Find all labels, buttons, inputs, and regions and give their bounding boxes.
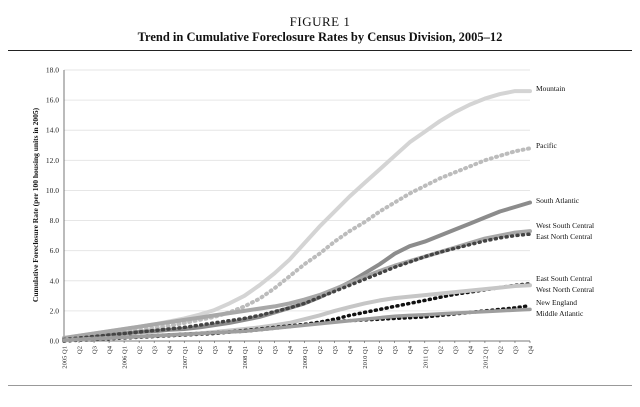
x-tick-label: 2009 Q1 (302, 346, 309, 369)
y-tick-label: 8.0 (50, 216, 60, 225)
x-tick-label: Q4 (347, 345, 354, 354)
series-labels: Mountain Pacific South Atlantic West South … (536, 84, 594, 318)
axes (63, 70, 530, 342)
x-tick-label: Q2 (77, 346, 84, 354)
x-tick-label: Q2 (377, 346, 384, 354)
x-tick-label: 2007 Q1 (182, 346, 189, 369)
x-tick-label: Q4 (107, 345, 114, 354)
series-line-middle-atlantic (62, 307, 532, 342)
x-tick-label: Q3 (272, 346, 279, 354)
x-tick-label: Q3 (92, 346, 99, 354)
x-tick-label: Q3 (512, 346, 519, 354)
x-tick-label: Q3 (212, 346, 219, 354)
x-tick-label: Q2 (137, 346, 144, 354)
y-tick-label: 16.0 (46, 96, 59, 105)
x-tick-label: Q2 (437, 346, 444, 354)
series-label-middle-atlantic: Middle Atlantic (536, 309, 584, 318)
series-label-east-north-central: East North Central (536, 232, 592, 241)
x-tick-label: Q4 (407, 345, 414, 354)
y-tick-label: 10.0 (46, 186, 59, 195)
y-tick-label: 6.0 (50, 246, 60, 255)
y-axis-label: Cumulative Foreclosure Rate (per 100 hou… (31, 107, 40, 302)
y-tick-label: 14.0 (46, 126, 59, 135)
x-tick-label: Q4 (467, 345, 474, 354)
x-tick-label: Q3 (452, 346, 459, 354)
series-label-mountain: Mountain (536, 84, 565, 93)
series-label-pacific: Pacific (536, 141, 557, 150)
series-label-east-south-central: East South Central (536, 274, 592, 283)
bottom-rule (8, 385, 632, 386)
y-tick-label: 0.0 (50, 337, 60, 346)
y-tick-label: 2.0 (50, 306, 60, 315)
series-label-new-england: New England (536, 298, 577, 307)
y-tick-label: 18.0 (46, 66, 59, 75)
x-tick-label: Q2 (317, 346, 324, 354)
x-tick-label: Q4 (167, 345, 174, 354)
series-label-west-south-central: West South Central (536, 221, 594, 230)
x-tick-label: Q3 (152, 346, 159, 354)
x-tick-label: Q4 (528, 345, 535, 354)
x-tick-label: 2006 Q1 (122, 346, 129, 369)
chart-title: Trend in Cumulative Foreclosure Rates by… (137, 30, 503, 44)
series-label-west-north-central: West North Central (536, 285, 594, 294)
x-tick-labels: 2005 Q1 Q2 Q3 Q4 2006 Q1 Q2 Q3 Q4 2007 Q1 Q2 Q3 Q4 2… (62, 341, 535, 369)
x-tick-label: Q3 (332, 346, 339, 354)
series-lines (62, 89, 532, 343)
x-tick-label: Q2 (257, 346, 264, 354)
x-tick-label: Q4 (227, 345, 234, 354)
y-tick-label: 12.0 (46, 156, 59, 165)
figure-label: FIGURE 1 (289, 14, 351, 29)
y-tick-label: 4.0 (50, 276, 60, 285)
x-tick-label: Q4 (287, 345, 294, 354)
x-tick-label: 2012 Q1 (482, 346, 489, 369)
y-tick-labels: 0.0 2.0 4.0 6.0 8.0 10.0 12.0 14.0 16.0 18.0 (46, 66, 59, 346)
series-label-south-atlantic: South Atlantic (536, 196, 580, 205)
x-tick-label: 2011 Q1 (422, 346, 429, 368)
series-line-east-north-central (62, 232, 532, 342)
x-tick-label: 2005 Q1 (62, 346, 69, 369)
top-rule (8, 50, 632, 51)
x-tick-label: 2008 Q1 (242, 346, 249, 369)
x-tick-label: 2010 Q1 (362, 346, 369, 369)
x-tick-label: Q2 (497, 346, 504, 354)
x-tick-label: Q3 (392, 346, 399, 354)
x-tick-label: Q2 (197, 346, 204, 354)
